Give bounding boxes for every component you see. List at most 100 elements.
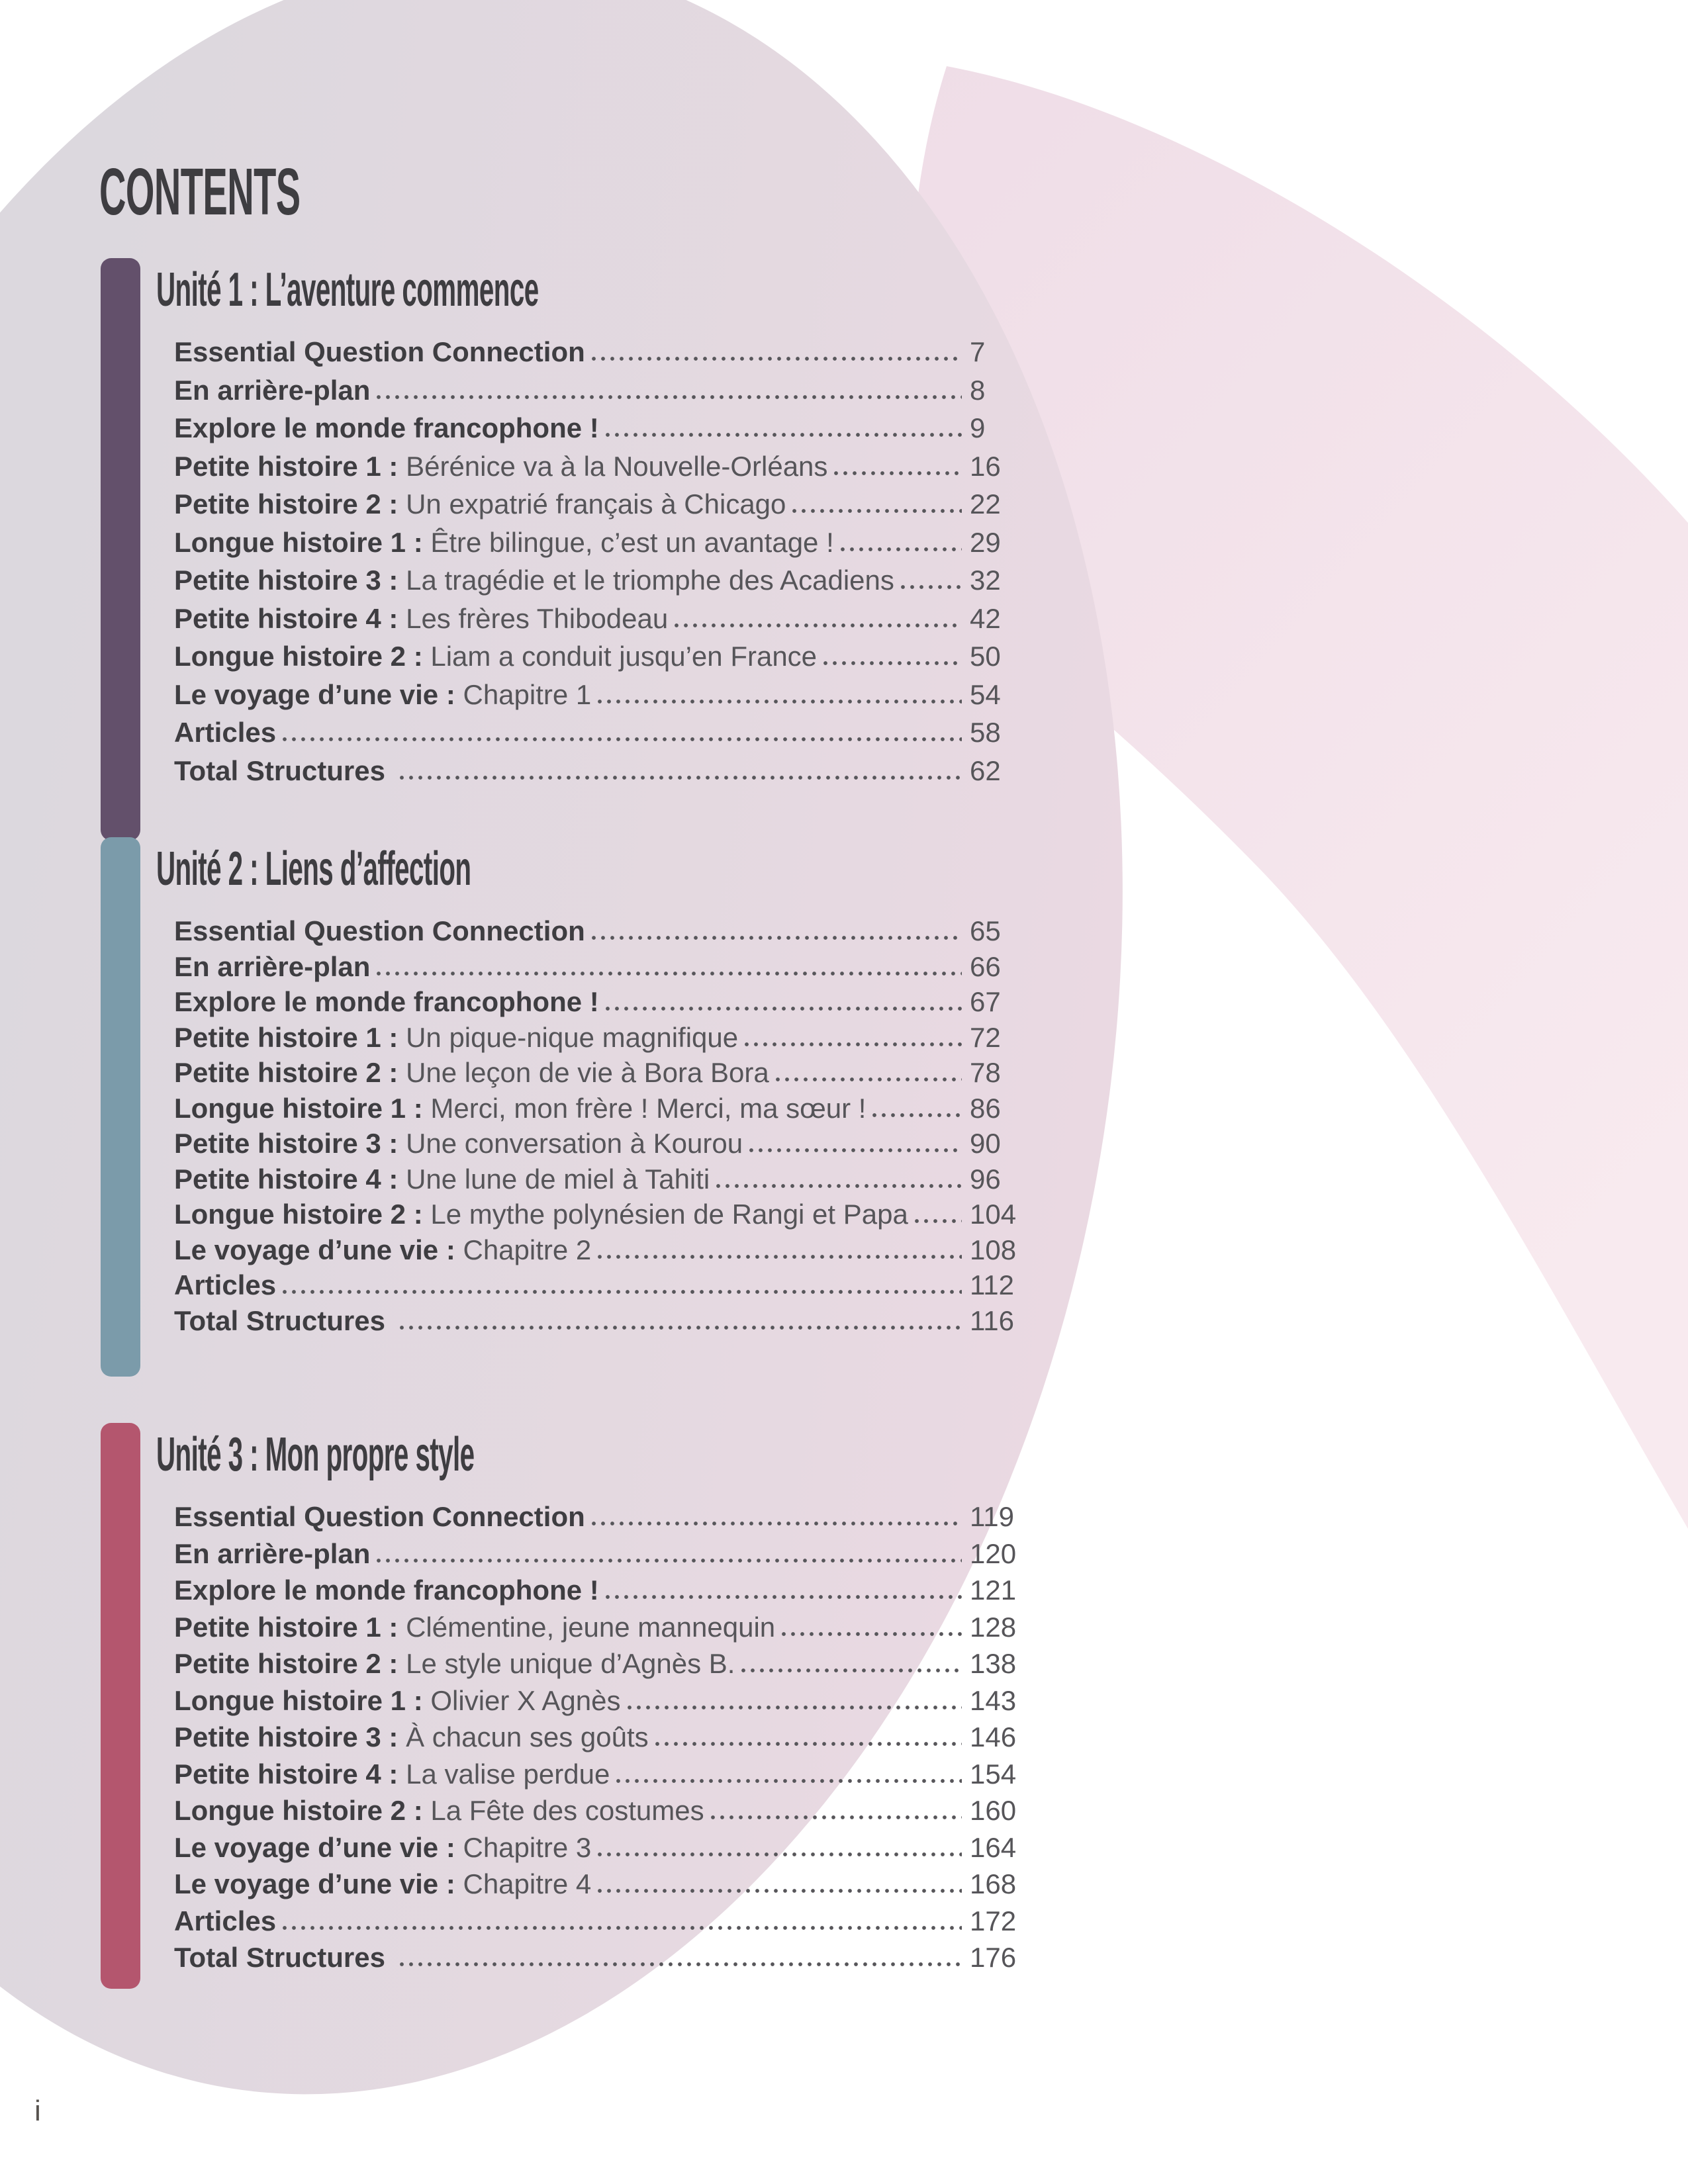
dot-leader <box>675 621 962 629</box>
dot-leader <box>792 508 962 515</box>
page-title: CONTENTS <box>99 155 301 229</box>
dot-leader <box>591 355 962 363</box>
entry-page-number: 96 <box>970 1163 1001 1195</box>
entry-label: Explore le monde francophone ! <box>174 1574 599 1606</box>
entry-label: Total Structures <box>174 754 393 786</box>
entry-label: Le voyage d’une vie : <box>174 1831 455 1863</box>
dot-leader <box>782 1630 962 1637</box>
pink-crescent-shape <box>909 66 1688 1529</box>
toc-entry: Petite histoire 1 : Bérénice va à la Nou… <box>174 451 1048 489</box>
unit-color-bar <box>101 837 140 1377</box>
entry-title: Un expatrié français à Chicago <box>398 488 786 520</box>
page-number: i <box>34 2095 41 2127</box>
entry-label: Longue histoire 2 : <box>174 1795 423 1826</box>
dot-leader <box>627 1704 962 1711</box>
entry-page-number: 16 <box>970 450 1001 482</box>
dot-leader <box>834 469 962 477</box>
entry-label: Articles <box>174 1905 277 1936</box>
entry-page-number: 143 <box>970 1684 1017 1716</box>
entry-page-number: 160 <box>970 1795 1017 1826</box>
toc-entry: Essential Question Connection 7 <box>174 336 1048 375</box>
entry-page-number: 9 <box>970 412 986 443</box>
entry-page-number: 58 <box>970 717 1001 748</box>
entry-title: Le mythe polynésien de Rangi et Papa <box>422 1199 908 1230</box>
unit-section-3: Unité 3 : Mon propre style Essential Que… <box>0 1423 1688 2005</box>
entry-label: Petite histoire 2 : <box>174 488 399 520</box>
entry-label: Total Structures <box>174 1942 393 1973</box>
dot-leader <box>914 1218 962 1225</box>
toc-entry: Total Structures 62 <box>174 755 1048 794</box>
entry-title: Bérénice va à la Nouvelle-Orléans <box>398 450 828 482</box>
toc-entry: Longue histoire 1 : Être bilingue, c’est… <box>174 527 1048 565</box>
toc-entry: Longue histoire 1 : Merci, mon frère ! M… <box>174 1093 1048 1128</box>
entry-title: Les frères Thibodeau <box>398 602 669 634</box>
entry-label: Le voyage d’une vie : <box>174 1868 455 1899</box>
entry-title: Une conversation à Kourou <box>398 1128 743 1159</box>
dot-leader <box>399 1961 962 1968</box>
toc-entry: Petite histoire 4 : Une lune de miel à T… <box>174 1163 1048 1199</box>
unit-section-1: Unité 1 : L’aventure commence Essential … <box>0 258 1688 854</box>
toc-entry: Petite histoire 4 : Les frères Thibodeau… <box>174 603 1048 641</box>
toc-entry: Petite histoire 2 : Une leçon de vie à B… <box>174 1057 1048 1093</box>
toc-entry: Le voyage d’une vie : Chapitre 2 108 <box>174 1234 1048 1270</box>
entry-title: La tragédie et le triomphe des Acadiens <box>398 565 894 596</box>
toc-entry: Total Structures 116 <box>174 1305 1048 1341</box>
entry-title: Être bilingue, c’est un avantage ! <box>422 526 834 558</box>
entry-page-number: 29 <box>970 526 1001 558</box>
dot-leader <box>598 1253 962 1260</box>
entry-title: Liam a conduit jusqu’en France <box>422 641 818 672</box>
toc-entry: Explore le monde francophone ! 67 <box>174 986 1048 1022</box>
dot-leader <box>399 1324 962 1331</box>
entry-label: Explore le monde francophone ! <box>174 986 599 1017</box>
entry-page-number: 32 <box>970 565 1001 596</box>
entry-label: En arrière-plan <box>174 374 371 406</box>
entries-list: Essential Question Connection 65 En arrièr… <box>174 915 1048 1340</box>
entry-title: Chapitre 2 <box>455 1234 592 1265</box>
entry-page-number: 78 <box>970 1057 1001 1088</box>
toc-entry: Petite histoire 1 : Un pique-nique magni… <box>174 1022 1048 1058</box>
toc-entry: Le voyage d’une vie : Chapitre 1 54 <box>174 679 1048 717</box>
toc-entry: Explore le monde francophone ! 121 <box>174 1574 1048 1612</box>
dot-leader <box>716 1182 962 1189</box>
dot-leader <box>605 1005 962 1013</box>
entry-page-number: 67 <box>970 986 1001 1017</box>
entry-page-number: 8 <box>970 374 986 406</box>
toc-entry: En arrière-plan 8 <box>174 375 1048 413</box>
toc-entry: Petite histoire 3 : À chacun ses goûts 14… <box>174 1721 1048 1758</box>
dot-leader <box>605 1594 962 1601</box>
dot-leader <box>377 1557 962 1564</box>
entry-label: Articles <box>174 1269 277 1300</box>
dot-leader <box>616 1777 962 1784</box>
toc-entry: Petite histoire 2 : Le style unique d’Ag… <box>174 1648 1048 1685</box>
toc-entry: Longue histoire 1 : Olivier X Agnès 143 <box>174 1685 1048 1722</box>
dot-leader <box>775 1076 962 1083</box>
entry-label: Longue histoire 1 : <box>174 1684 423 1716</box>
entry-page-number: 128 <box>970 1611 1017 1643</box>
unit-color-bar <box>101 258 140 841</box>
entry-page-number: 108 <box>970 1234 1017 1265</box>
entry-label: Articles <box>174 717 277 748</box>
entry-label: Petite histoire 1 : <box>174 450 399 482</box>
dot-leader <box>605 432 962 439</box>
entry-label: Petite histoire 3 : <box>174 1721 399 1752</box>
entry-label: En arrière-plan <box>174 1537 371 1569</box>
dot-leader <box>283 1924 962 1931</box>
entry-label: Petite histoire 4 : <box>174 1758 399 1790</box>
toc-entry: Petite histoire 4 : La valise perdue 154 <box>174 1758 1048 1796</box>
entry-page-number: 104 <box>970 1199 1017 1230</box>
unit-section-2: Unité 2 : Liens d’affection Essential Qu… <box>0 837 1688 1393</box>
entry-page-number: 120 <box>970 1537 1017 1569</box>
toc-entry: Longue histoire 2 : La Fête des costumes… <box>174 1795 1048 1832</box>
entry-page-number: 146 <box>970 1721 1017 1752</box>
entry-title: Chapitre 3 <box>455 1831 592 1863</box>
entry-label: Petite histoire 3 : <box>174 565 399 596</box>
entry-label: Essential Question Connection <box>174 915 585 946</box>
unit-header: Unité 1 : L’aventure commence <box>156 263 539 316</box>
entry-title: Merci, mon frère ! Merci, ma sœur ! <box>422 1092 867 1124</box>
dot-leader <box>591 934 962 942</box>
toc-entry: Essential Question Connection 65 <box>174 915 1048 951</box>
dot-leader <box>655 1741 962 1748</box>
entry-page-number: 65 <box>970 915 1001 946</box>
toc-entry: En arrière-plan 66 <box>174 951 1048 987</box>
entry-page-number: 119 <box>970 1501 1014 1532</box>
